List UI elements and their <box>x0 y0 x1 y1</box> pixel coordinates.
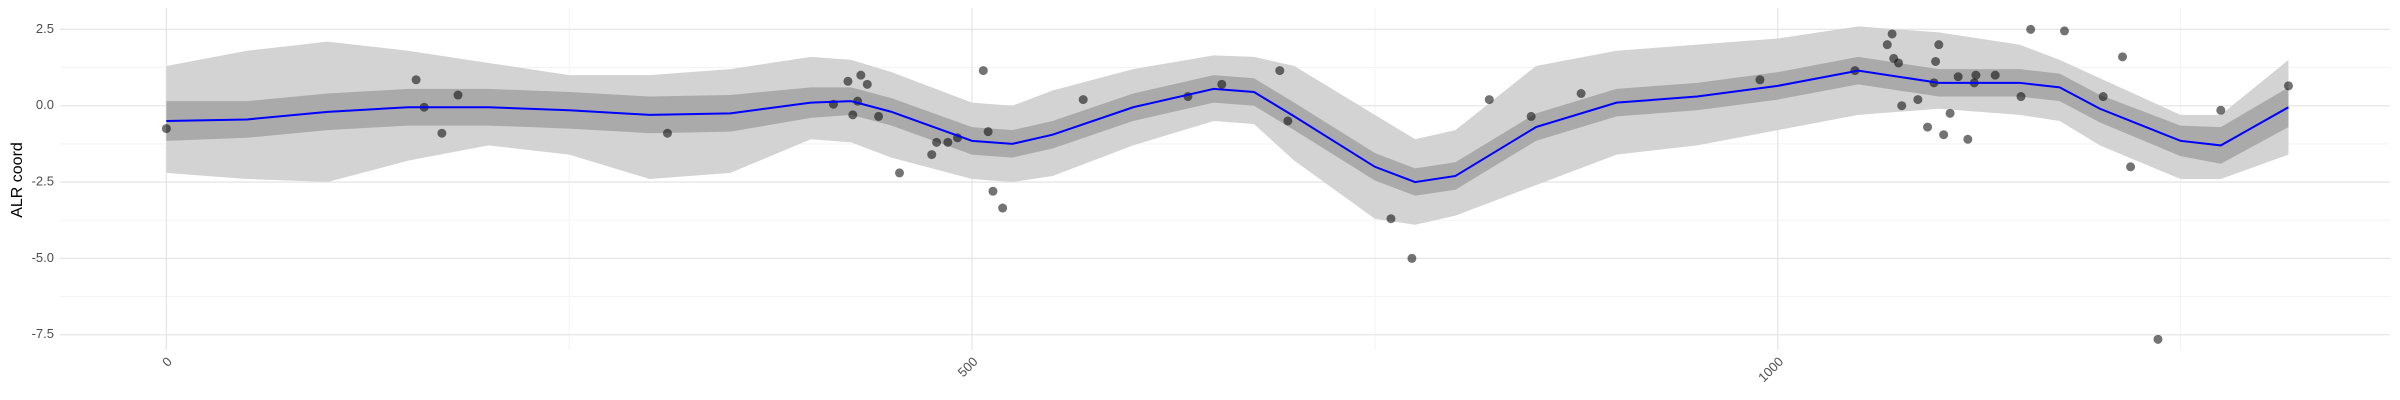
data-point <box>843 76 853 86</box>
data-point <box>2060 26 2070 36</box>
confidence-band <box>166 56 2289 196</box>
data-point <box>2216 105 2226 115</box>
data-point <box>1275 66 1285 76</box>
data-point <box>1971 70 1981 80</box>
data-point <box>437 128 447 138</box>
data-point <box>1484 95 1494 105</box>
data-point <box>862 79 872 89</box>
data-point <box>1939 130 1949 140</box>
data-point <box>453 90 463 100</box>
data-point <box>1934 40 1944 50</box>
data-point <box>411 75 421 85</box>
data-point <box>1887 29 1897 39</box>
data-point <box>2026 24 2036 34</box>
data-point <box>2283 81 2293 91</box>
data-point <box>2098 92 2108 102</box>
y-tick-label: 2.5 <box>36 21 54 36</box>
data-point <box>1078 95 1088 105</box>
data-point <box>1386 214 1396 224</box>
y-tick-label: -5.0 <box>32 250 54 265</box>
data-point <box>2153 334 2163 344</box>
data-point <box>927 150 937 160</box>
y-tick-label: 0.0 <box>36 97 54 112</box>
y-tick-label: -2.5 <box>32 173 54 188</box>
data-point <box>1526 111 1536 121</box>
x-tick-label: 0 <box>159 354 175 370</box>
data-point <box>2118 52 2128 62</box>
data-point <box>662 128 672 138</box>
x-tick-label: 1000 <box>1755 354 1786 385</box>
x-tick-label: 500 <box>955 354 981 380</box>
data-point <box>1755 75 1765 85</box>
data-point <box>932 137 942 147</box>
data-point <box>1945 108 1955 118</box>
data-point <box>1576 89 1586 98</box>
smooth-line <box>166 69 2289 184</box>
data-point <box>1897 101 1907 111</box>
data-point <box>983 127 993 137</box>
data-point <box>2126 162 2136 172</box>
data-point <box>874 111 884 121</box>
data-point <box>895 168 905 178</box>
data-point <box>1283 116 1293 126</box>
data-point <box>1217 79 1227 89</box>
data-point <box>943 137 953 147</box>
data-point <box>848 110 858 120</box>
data-point <box>978 66 988 76</box>
data-point <box>1953 72 1963 82</box>
data-point <box>1990 70 2000 80</box>
data-point <box>1931 56 1941 66</box>
data-point <box>1882 40 1892 50</box>
data-point <box>988 186 998 196</box>
data-point <box>1923 122 1933 132</box>
data-point <box>1894 58 1904 68</box>
data-point <box>856 70 866 80</box>
data-point <box>1407 253 1417 263</box>
y-tick-label: -7.5 <box>32 326 54 341</box>
data-point <box>1913 95 1923 105</box>
data-point <box>998 203 1008 213</box>
data-point <box>1963 134 1973 144</box>
y-axis-label: ALR coord <box>9 142 26 218</box>
data-point <box>2016 92 2026 102</box>
data-point <box>161 124 171 134</box>
